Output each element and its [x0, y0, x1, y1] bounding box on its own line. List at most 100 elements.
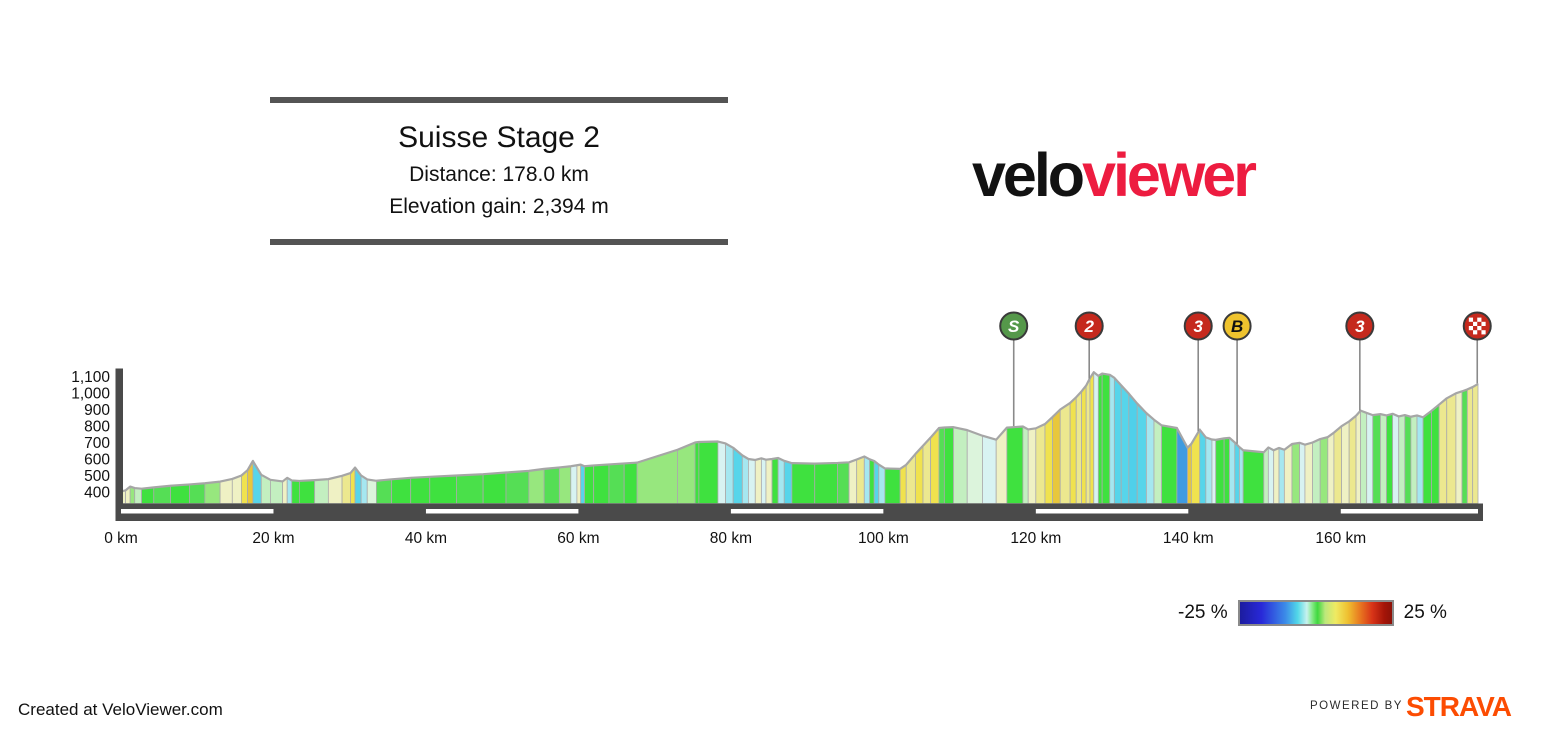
y-axis-bar: [115, 368, 123, 521]
gradient-band: [1044, 416, 1054, 504]
gradient-band: [791, 462, 816, 504]
finish-checker-square: [1481, 321, 1486, 326]
finish-checker-square: [1477, 326, 1482, 331]
gradient-band: [1211, 439, 1217, 504]
gradient-band: [1446, 392, 1457, 504]
gradient-band: [505, 470, 530, 504]
y-tick-label: 600: [84, 452, 110, 469]
y-tick-label: 1,100: [71, 369, 110, 386]
gradient-band: [848, 458, 858, 504]
powered-by-label: POWERED BY: [1310, 700, 1403, 712]
gradient-band: [1035, 423, 1046, 504]
gradient-band: [270, 479, 284, 504]
cat3-climb-marker-icon: [1345, 311, 1375, 341]
legend-max-label: 25 %: [1403, 602, 1447, 623]
gradient-legend-bar: [1237, 600, 1394, 626]
gradient-band: [1404, 414, 1412, 504]
finish-checker-square: [1468, 326, 1474, 331]
gradient-band: [953, 426, 968, 504]
gradient-band: [558, 465, 572, 504]
x-tick-label: 100 km: [858, 530, 909, 547]
gradient-band: [1109, 374, 1115, 504]
gradient-band: [1341, 420, 1350, 504]
gradient-band: [777, 457, 785, 504]
gradient-band: [725, 442, 734, 504]
gradient-band: [576, 464, 582, 504]
gradient-band: [141, 486, 155, 504]
x-tick-label: 120 km: [1010, 530, 1061, 547]
finish-checker-square: [1477, 317, 1482, 322]
gradient-band: [1136, 402, 1147, 504]
scale-bar-white-segment: [730, 509, 884, 514]
y-tick-label: 400: [84, 485, 110, 502]
gradient-band: [1372, 413, 1381, 504]
profile-outline: [120, 371, 1479, 493]
gradient-band: [543, 466, 560, 504]
gradient-band: [570, 464, 578, 504]
logo-viewer-text: viewer: [1082, 141, 1257, 209]
y-tick-label: 500: [84, 468, 110, 485]
gradient-band: [698, 441, 719, 504]
gradient-legend: -25 % 25 %: [1178, 600, 1447, 626]
scale-bar-white-segment: [425, 509, 579, 514]
gradient-band: [1319, 436, 1329, 504]
gradient-band: [878, 463, 886, 504]
gradient-band: [856, 455, 865, 504]
gradient-band: [694, 441, 700, 504]
gradient-band: [1128, 392, 1138, 504]
x-tick-label: 60 km: [557, 530, 599, 547]
gradient-band: [1081, 384, 1087, 504]
gradient-band: [732, 446, 743, 504]
gradient-band: [1187, 442, 1192, 504]
gradient-band: [1069, 396, 1077, 504]
gradient-band: [1392, 413, 1400, 504]
cat3-climb-marker-icon: [1183, 311, 1213, 341]
gradient-band: [1145, 412, 1155, 504]
gradient-band: [1229, 437, 1236, 504]
gradient-band: [760, 457, 767, 504]
marker-label: 3: [1193, 317, 1203, 336]
gradient-band: [1455, 390, 1463, 504]
gradient-band: [580, 464, 585, 504]
cat2-climb-marker-icon: [1074, 311, 1104, 341]
gradient-band: [1431, 403, 1440, 504]
gradient-band: [1006, 426, 1024, 504]
gradient-band: [1075, 390, 1082, 504]
gradient-band: [584, 464, 595, 504]
gradient-band: [1238, 446, 1244, 504]
gradient-band: [943, 426, 954, 504]
strava-logo: STRAVA: [1406, 691, 1512, 722]
gradient-band: [1027, 427, 1037, 504]
finish-checker-square: [1481, 330, 1486, 335]
gradient-band: [593, 464, 610, 504]
gradient-band: [1355, 409, 1361, 504]
gradient-band: [1101, 373, 1111, 504]
gradient-band: [1059, 402, 1071, 504]
gradient-band: [623, 462, 638, 504]
gradient-band: [1466, 386, 1474, 504]
created-at-note: Created at VeloViewer.com: [18, 700, 223, 719]
gradient-band: [1161, 424, 1178, 504]
title-block: Suisse Stage 2 Distance: 178.0 km Elevat…: [270, 97, 728, 245]
gradient-band: [1472, 383, 1479, 504]
sprint-marker-icon: [999, 311, 1029, 341]
gradient-band: [1304, 441, 1313, 504]
gradient-band: [410, 476, 431, 504]
gradient-band: [899, 464, 907, 504]
gradient-band: [528, 468, 545, 504]
x-tick-label: 20 km: [252, 530, 294, 547]
page-title: Suisse Stage 2: [398, 121, 600, 154]
gradient-band: [291, 480, 300, 504]
scale-bar-white-segment: [1340, 509, 1478, 514]
gradient-band: [1093, 371, 1099, 504]
gradient-band: [219, 478, 233, 504]
scale-bar-white-segment: [1035, 509, 1189, 514]
gradient-band: [783, 460, 793, 504]
gradient-band: [636, 449, 678, 504]
gradient-band: [677, 441, 696, 504]
gradient-band: [189, 482, 206, 504]
gradient-band: [1291, 442, 1301, 504]
gradient-band: [129, 486, 136, 504]
marker-label: B: [1231, 317, 1243, 336]
